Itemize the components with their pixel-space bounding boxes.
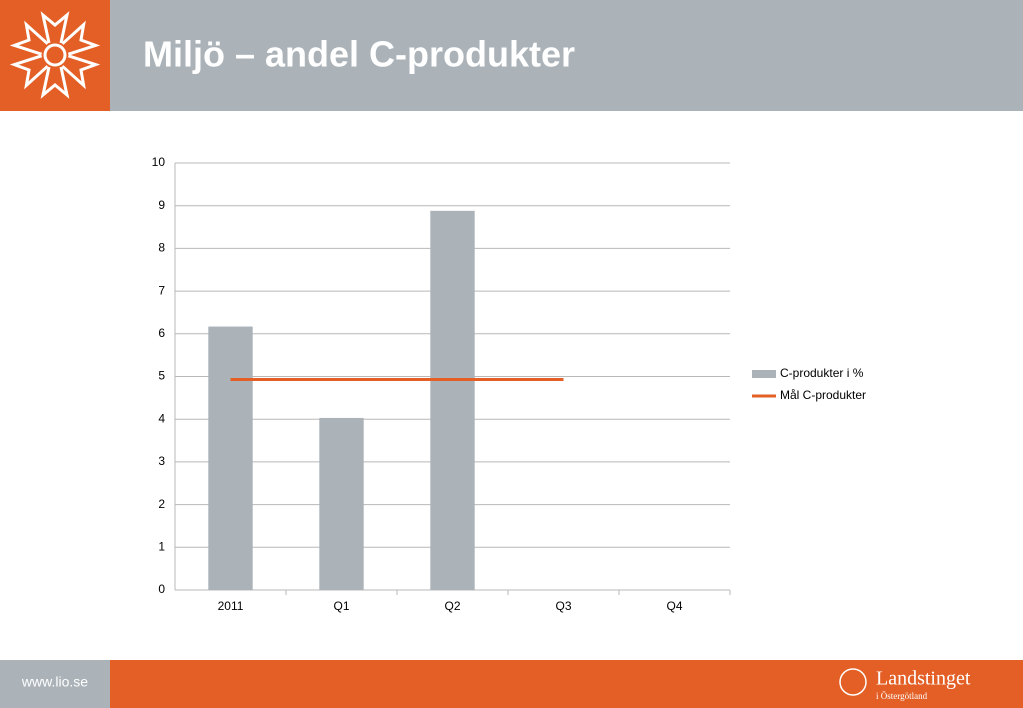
legend-swatch	[752, 370, 776, 378]
y-tick-label: 3	[158, 454, 165, 468]
footer-bar	[0, 660, 1023, 708]
logo-box	[0, 0, 110, 111]
logo	[12, 11, 98, 97]
legend-label: Mål C-produkter	[780, 388, 866, 402]
y-tick-label: 10	[152, 155, 166, 169]
y-tick-label: 2	[158, 497, 165, 511]
y-tick-label: 6	[158, 326, 165, 340]
y-tick-label: 7	[158, 283, 165, 297]
y-tick-label: 5	[158, 369, 165, 383]
legend-label: C-produkter i %	[780, 366, 864, 380]
footer-left	[0, 660, 110, 708]
y-tick-label: 4	[158, 411, 165, 425]
x-tick-label: Q1	[333, 599, 349, 613]
footer-brand: Landstinget	[876, 668, 971, 690]
y-tick-label: 1	[158, 539, 165, 553]
header-bar	[0, 0, 1023, 111]
footer-region: i Östergötland	[876, 691, 928, 701]
bar	[208, 326, 253, 590]
x-tick-label: Q4	[666, 599, 682, 613]
footer-logo	[839, 668, 867, 696]
y-tick-label: 9	[158, 198, 165, 212]
x-tick-label: Q3	[555, 599, 571, 613]
chart-title: Miljö – andel C-produkter	[143, 34, 575, 75]
x-tick-label: 2011	[218, 599, 244, 613]
bar	[319, 417, 364, 590]
bar	[430, 210, 475, 590]
y-tick-label: 0	[158, 582, 165, 596]
x-tick-label: Q2	[444, 599, 460, 613]
y-tick-label: 8	[158, 241, 165, 255]
footer-url: www.lio.se	[21, 674, 88, 690]
